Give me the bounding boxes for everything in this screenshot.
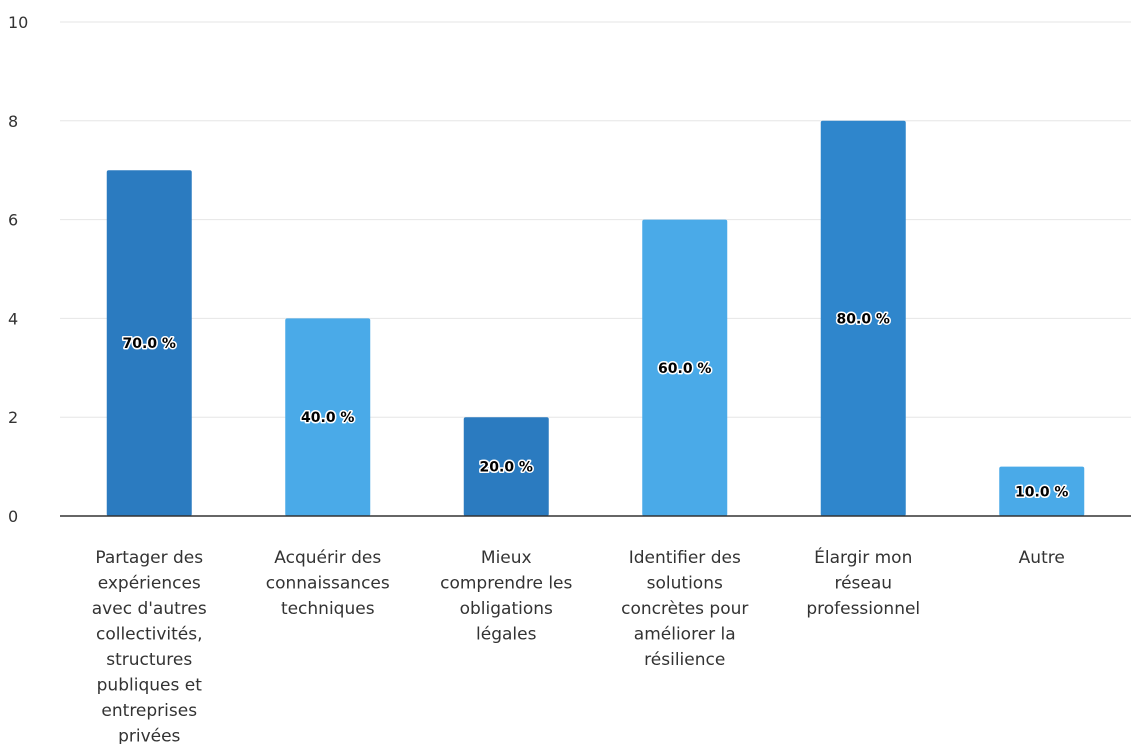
- x-category-label-line: techniques: [281, 599, 375, 619]
- y-tick-label: 8: [8, 112, 18, 131]
- bar-data-label: 80.0 %: [837, 311, 890, 327]
- x-category-label-line: Mieux: [481, 548, 532, 568]
- x-category-label-line: solutions: [647, 574, 723, 594]
- bar: [285, 318, 371, 516]
- y-tick-label: 4: [8, 309, 18, 328]
- y-axis-ticks: 0 2 4 6 8 10: [8, 13, 28, 526]
- x-category-label: Mieux comprendre les obligations légales: [440, 548, 572, 645]
- x-category-label-line: connaissances: [266, 574, 390, 594]
- x-category-label-line: concrètes pour: [621, 599, 748, 619]
- bars: [106, 120, 1085, 517]
- x-category-label-line: professionnel: [806, 599, 920, 619]
- x-category-label-line: obligations: [460, 599, 553, 619]
- bar: [463, 417, 549, 516]
- y-tick-label: 2: [8, 408, 18, 427]
- x-category-label: Autre: [1019, 548, 1065, 568]
- bar-data-label: 70.0 %: [123, 336, 176, 352]
- bar-data-label: 10.0 %: [1015, 484, 1068, 500]
- bar: [820, 120, 906, 517]
- gridlines: [60, 21, 1131, 418]
- y-tick-label: 6: [8, 211, 18, 230]
- bar-data-label: 20.0 %: [480, 460, 533, 476]
- y-tick-label: 10: [8, 13, 28, 32]
- x-category-label: Élargir mon réseau professionnel: [806, 546, 920, 619]
- y-tick-label: 0: [8, 507, 18, 526]
- bar: [106, 170, 192, 516]
- x-category-label-line: résilience: [644, 650, 725, 670]
- x-category-label-line: Autre: [1019, 548, 1065, 568]
- x-category-label-line: Partager des: [95, 548, 203, 568]
- category-labels: Partager des expériences avec d'autres coll…: [92, 546, 1065, 744]
- x-category-label-line: Acquérir des: [274, 548, 381, 568]
- bar-data-label: 40.0 %: [301, 410, 354, 426]
- x-category-label-line: réseau: [834, 574, 892, 594]
- bar: [642, 219, 728, 516]
- x-category-label: Acquérir des connaissances techniques: [266, 548, 390, 619]
- bar-data-label: 60.0 %: [658, 361, 711, 377]
- x-category-label-line: Élargir mon: [814, 546, 912, 568]
- x-category-label-line: améliorer la: [634, 625, 736, 645]
- data-labels: 70.0 % 40.0 % 20.0 % 60.0 % 80.0 % 10.0 %: [121, 310, 1070, 502]
- x-category-label: Identifier des solutions concrètes pour amé…: [621, 548, 748, 670]
- x-category-label-line: comprendre les: [440, 574, 572, 594]
- bar: [999, 466, 1085, 516]
- x-category-label-line: structures: [106, 650, 192, 670]
- x-category-label-line: légales: [476, 625, 537, 645]
- x-category-label-line: collectivités,: [96, 625, 203, 645]
- x-category-label-line: entreprises: [101, 701, 197, 721]
- x-category-label-line: publiques et: [97, 676, 203, 696]
- x-category-label: Partager des expériences avec d'autres coll…: [92, 548, 207, 744]
- x-category-label-line: privées: [118, 727, 180, 744]
- x-category-label-line: avec d'autres: [92, 599, 207, 619]
- x-category-label-line: expériences: [98, 574, 201, 594]
- x-category-label-line: Identifier des: [629, 548, 741, 568]
